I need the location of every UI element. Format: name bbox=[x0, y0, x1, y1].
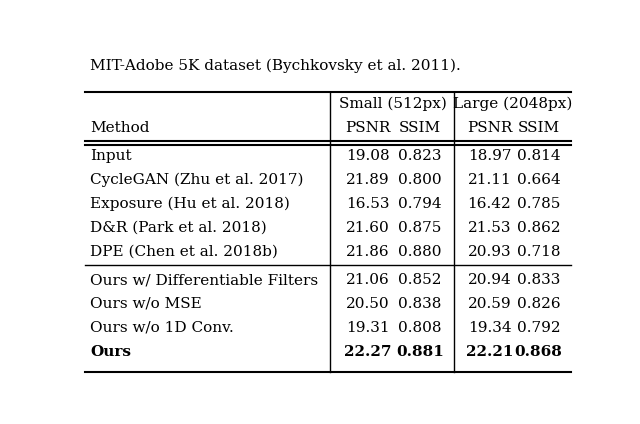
Text: 20.59: 20.59 bbox=[468, 297, 511, 311]
Text: PSNR: PSNR bbox=[345, 121, 390, 135]
Text: 18.97: 18.97 bbox=[468, 149, 511, 163]
Text: 20.50: 20.50 bbox=[346, 297, 390, 311]
Text: 0.881: 0.881 bbox=[396, 345, 444, 359]
Text: DPE (Chen et al. 2018b): DPE (Chen et al. 2018b) bbox=[90, 245, 278, 259]
Text: PSNR: PSNR bbox=[467, 121, 512, 135]
Text: Input: Input bbox=[90, 149, 132, 163]
Text: 19.34: 19.34 bbox=[468, 321, 511, 335]
Text: 16.42: 16.42 bbox=[468, 197, 511, 211]
Text: Ours w/o 1D Conv.: Ours w/o 1D Conv. bbox=[90, 321, 234, 335]
Text: 0.838: 0.838 bbox=[398, 297, 442, 311]
Text: 21.11: 21.11 bbox=[468, 173, 511, 187]
Text: Small (512px): Small (512px) bbox=[339, 97, 447, 111]
Text: 21.89: 21.89 bbox=[346, 173, 390, 187]
Text: 0.880: 0.880 bbox=[398, 245, 442, 259]
Text: Large (2048px): Large (2048px) bbox=[453, 97, 572, 111]
Text: 0.826: 0.826 bbox=[516, 297, 560, 311]
Text: 20.93: 20.93 bbox=[468, 245, 511, 259]
Text: 0.868: 0.868 bbox=[515, 345, 563, 359]
Text: 22.21: 22.21 bbox=[466, 345, 513, 359]
Text: 0.718: 0.718 bbox=[516, 245, 560, 259]
Text: SSIM: SSIM bbox=[517, 121, 559, 135]
Text: 21.06: 21.06 bbox=[346, 273, 390, 287]
Text: 19.08: 19.08 bbox=[346, 149, 390, 163]
Text: 0.785: 0.785 bbox=[516, 197, 560, 211]
Text: Ours w/ Differentiable Filters: Ours w/ Differentiable Filters bbox=[90, 273, 318, 287]
Text: Ours w/o MSE: Ours w/o MSE bbox=[90, 297, 202, 311]
Text: 0.833: 0.833 bbox=[516, 273, 560, 287]
Text: 0.808: 0.808 bbox=[398, 321, 442, 335]
Text: Ours: Ours bbox=[90, 345, 131, 359]
Text: 0.792: 0.792 bbox=[516, 321, 560, 335]
Text: 19.31: 19.31 bbox=[346, 321, 390, 335]
Text: 0.800: 0.800 bbox=[398, 173, 442, 187]
Text: 20.94: 20.94 bbox=[468, 273, 511, 287]
Text: 16.53: 16.53 bbox=[346, 197, 389, 211]
Text: 0.794: 0.794 bbox=[398, 197, 442, 211]
Text: 0.862: 0.862 bbox=[516, 221, 560, 235]
Text: Method: Method bbox=[90, 121, 149, 135]
Text: MIT-Adobe 5K dataset (Bychkovsky et al. 2011).: MIT-Adobe 5K dataset (Bychkovsky et al. … bbox=[90, 59, 461, 73]
Text: 0.814: 0.814 bbox=[516, 149, 560, 163]
Text: CycleGAN (Zhu et al. 2017): CycleGAN (Zhu et al. 2017) bbox=[90, 173, 303, 187]
Text: Exposure (Hu et al. 2018): Exposure (Hu et al. 2018) bbox=[90, 197, 290, 211]
Text: 21.86: 21.86 bbox=[346, 245, 390, 259]
Text: SSIM: SSIM bbox=[399, 121, 441, 135]
Text: 22.27: 22.27 bbox=[344, 345, 392, 359]
Text: D&R (Park et al. 2018): D&R (Park et al. 2018) bbox=[90, 221, 267, 235]
Text: 0.852: 0.852 bbox=[398, 273, 442, 287]
Text: 21.60: 21.60 bbox=[346, 221, 390, 235]
Text: 21.53: 21.53 bbox=[468, 221, 511, 235]
Text: 0.875: 0.875 bbox=[398, 221, 442, 235]
Text: 0.664: 0.664 bbox=[516, 173, 560, 187]
Text: 0.823: 0.823 bbox=[398, 149, 442, 163]
